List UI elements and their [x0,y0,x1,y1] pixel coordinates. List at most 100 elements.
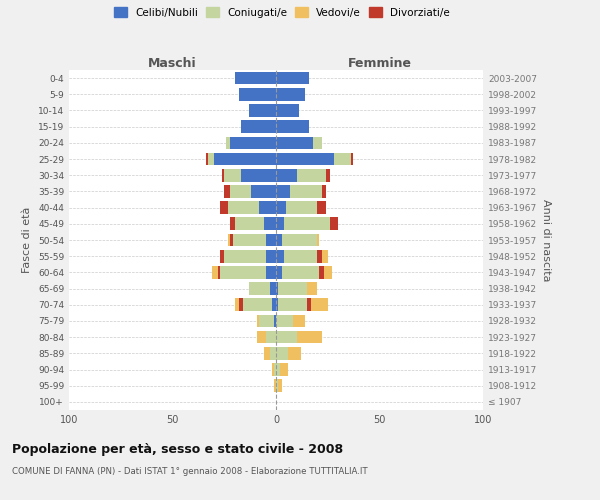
Bar [274,314,276,328]
Bar [278,380,282,392]
Bar [239,88,276,101]
Bar [334,152,350,166]
Bar [259,314,274,328]
Bar [229,202,259,214]
Bar [230,136,276,149]
Bar [243,298,272,311]
Bar [259,202,276,214]
Bar [276,314,293,328]
Bar [276,380,278,392]
Bar [276,250,284,262]
Text: Maschi: Maschi [148,57,197,70]
Bar [322,185,326,198]
Bar [276,136,313,149]
Bar [276,298,278,311]
Bar [276,169,296,181]
Bar [266,234,276,246]
Bar [280,363,289,376]
Bar [266,331,276,344]
Bar [263,218,276,230]
Bar [235,218,263,230]
Y-axis label: Fasce di età: Fasce di età [22,207,32,273]
Bar [282,266,319,278]
Bar [317,250,322,262]
Bar [276,72,309,85]
Bar [274,380,276,392]
Bar [241,120,276,133]
Bar [235,72,276,85]
Bar [233,234,266,246]
Bar [350,152,353,166]
Bar [224,185,230,198]
Bar [218,266,220,278]
Bar [282,234,317,246]
Bar [276,331,296,344]
Text: Popolazione per età, sesso e stato civile - 2008: Popolazione per età, sesso e stato civil… [12,442,343,456]
Bar [326,169,330,181]
Bar [296,169,326,181]
Bar [323,266,332,278]
Bar [226,136,230,149]
Bar [266,266,276,278]
Bar [276,88,305,101]
Bar [229,234,230,246]
Bar [293,314,305,328]
Bar [286,202,317,214]
Bar [307,282,317,295]
Bar [330,218,338,230]
Bar [317,202,326,214]
Bar [319,266,323,278]
Bar [274,363,276,376]
Bar [276,266,282,278]
Bar [263,347,270,360]
Bar [284,250,317,262]
Bar [220,202,229,214]
Bar [284,218,330,230]
Bar [206,152,208,166]
Bar [212,266,218,278]
Bar [276,185,290,198]
Bar [276,282,278,295]
Bar [257,314,259,328]
Bar [296,331,322,344]
Bar [249,104,276,117]
Bar [224,250,266,262]
Bar [289,347,301,360]
Bar [270,347,276,360]
Legend: Celibi/Nubili, Coniugati/e, Vedovi/e, Divorziati/e: Celibi/Nubili, Coniugati/e, Vedovi/e, Di… [112,5,452,20]
Bar [220,250,224,262]
Bar [222,169,224,181]
Bar [230,234,233,246]
Bar [276,347,289,360]
Bar [220,266,266,278]
Bar [214,152,276,166]
Bar [235,298,239,311]
Bar [241,169,276,181]
Bar [307,298,311,311]
Bar [290,185,322,198]
Bar [272,363,274,376]
Bar [322,250,328,262]
Bar [272,298,276,311]
Bar [230,218,235,230]
Bar [276,363,280,376]
Bar [276,152,334,166]
Bar [276,218,284,230]
Text: Femmine: Femmine [347,57,412,70]
Bar [239,298,243,311]
Bar [276,120,309,133]
Bar [257,331,266,344]
Bar [266,250,276,262]
Bar [278,282,307,295]
Bar [224,169,241,181]
Bar [208,152,214,166]
Bar [251,185,276,198]
Y-axis label: Anni di nascita: Anni di nascita [541,198,551,281]
Bar [230,185,251,198]
Bar [270,282,276,295]
Bar [278,298,307,311]
Bar [249,282,270,295]
Bar [311,298,328,311]
Bar [276,202,286,214]
Bar [276,104,299,117]
